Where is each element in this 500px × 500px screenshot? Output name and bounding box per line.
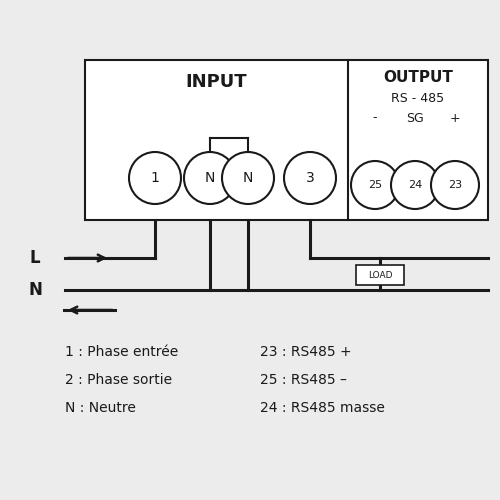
Text: 1 : Phase entrée: 1 : Phase entrée — [65, 345, 178, 359]
Text: N: N — [28, 281, 42, 299]
Text: -: - — [373, 112, 378, 124]
Circle shape — [222, 152, 274, 204]
Circle shape — [431, 161, 479, 209]
Text: 23 : RS485 +: 23 : RS485 + — [260, 345, 352, 359]
Text: RS - 485: RS - 485 — [392, 92, 444, 104]
Text: 3: 3 — [306, 171, 314, 185]
Text: L: L — [30, 249, 40, 267]
Text: OUTPUT: OUTPUT — [383, 70, 453, 86]
Text: N: N — [243, 171, 253, 185]
Text: 23: 23 — [448, 180, 462, 190]
Text: 2 : Phase sortie: 2 : Phase sortie — [65, 373, 172, 387]
Text: 1: 1 — [150, 171, 160, 185]
Text: +: + — [450, 112, 460, 124]
Text: 25: 25 — [368, 180, 382, 190]
Text: INPUT: INPUT — [186, 73, 248, 91]
Text: N: N — [205, 171, 215, 185]
Text: LOAD: LOAD — [368, 270, 392, 280]
Text: 24 : RS485 masse: 24 : RS485 masse — [260, 401, 385, 415]
Circle shape — [284, 152, 336, 204]
Text: 24: 24 — [408, 180, 422, 190]
Text: 25 : RS485 –: 25 : RS485 – — [260, 373, 347, 387]
Circle shape — [391, 161, 439, 209]
Circle shape — [184, 152, 236, 204]
Text: SG: SG — [406, 112, 424, 124]
Circle shape — [129, 152, 181, 204]
Circle shape — [351, 161, 399, 209]
Bar — [356, 265, 404, 285]
Bar — [85, 60, 488, 220]
Text: N : Neutre: N : Neutre — [65, 401, 136, 415]
